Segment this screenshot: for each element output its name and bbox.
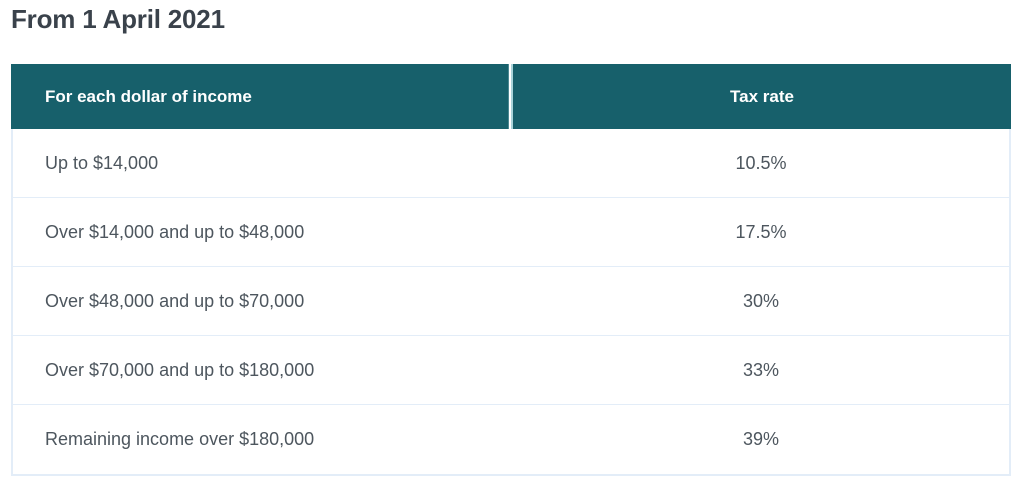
table-row: Over $70,000 and up to $180,000 33% (13, 336, 1009, 405)
income-bracket-cell: Over $14,000 and up to $48,000 (45, 221, 305, 242)
tax-rate-cell: 30% (742, 290, 780, 311)
table-body: Up to $14,000 10.5% Over $14,000 and up … (11, 129, 1011, 476)
table-row: Over $48,000 and up to $70,000 30% (13, 267, 1009, 336)
tax-rate-cell: 17.5% (735, 221, 787, 242)
page: From 1 April 2021 For each dollar of inc… (11, 4, 1011, 476)
column-header-tax-rate: Tax rate (513, 64, 1011, 129)
tax-rates-table: For each dollar of income Tax rate Up to… (11, 64, 1011, 476)
column-header-income: For each dollar of income (11, 64, 508, 129)
income-bracket-cell: Remaining income over $180,000 (45, 429, 315, 449)
tax-rate-cell: 10.5% (735, 152, 787, 173)
table-row: Remaining income over $180,000 39% (13, 405, 1009, 474)
income-bracket-cell: Over $48,000 and up to $70,000 (45, 290, 305, 311)
tax-rate-cell: 39% (742, 429, 780, 449)
income-bracket-cell: Up to $14,000 (45, 152, 159, 173)
tax-rate-cell: 33% (742, 359, 780, 380)
table-header-row: For each dollar of income Tax rate (11, 64, 1011, 129)
column-divider (508, 64, 513, 129)
table-row: Over $14,000 and up to $48,000 17.5% (13, 198, 1009, 267)
income-bracket-cell: Over $70,000 and up to $180,000 (45, 359, 315, 380)
page-title: From 1 April 2021 (11, 4, 225, 34)
table-row: Up to $14,000 10.5% (13, 129, 1009, 198)
